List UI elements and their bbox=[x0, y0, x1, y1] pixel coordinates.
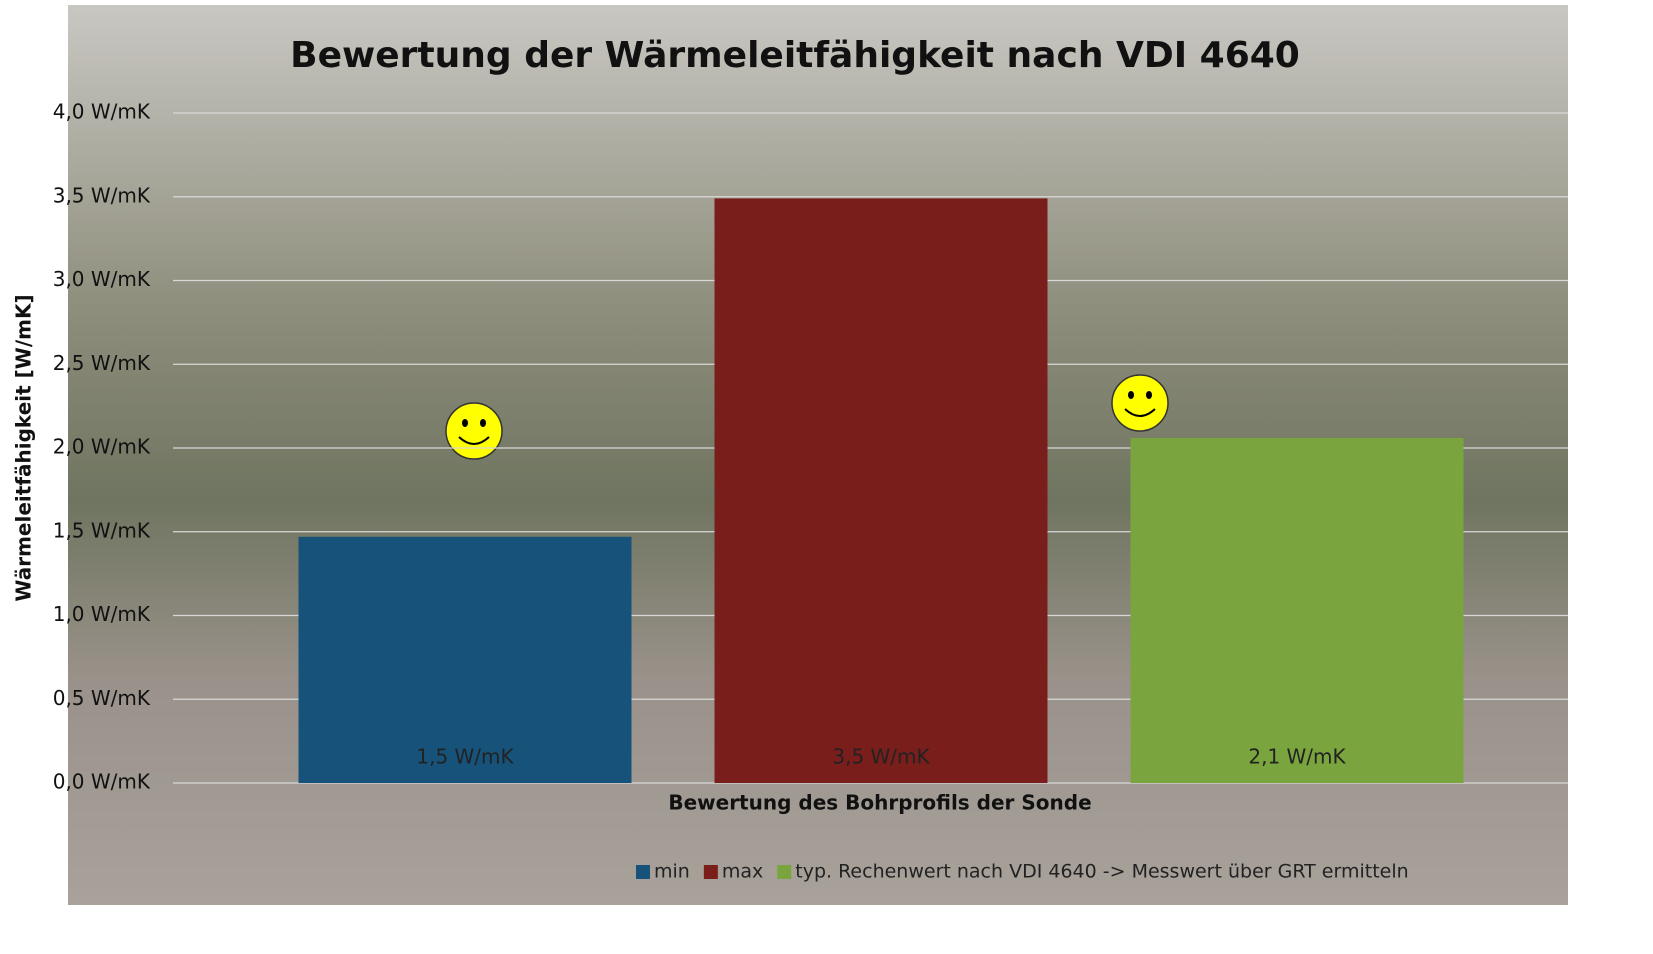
y-tick-label: 0,0 W/mK bbox=[53, 770, 151, 794]
value-label: 2,1 W/mK bbox=[1248, 745, 1346, 769]
legend-label: max bbox=[722, 861, 763, 883]
legend-swatch bbox=[703, 865, 718, 879]
y-tick-label: 3,0 W/mK bbox=[53, 267, 151, 291]
value-label: 1,5 W/mK bbox=[416, 745, 514, 769]
value-label: 3,5 W/mK bbox=[832, 745, 930, 769]
legend-swatch bbox=[636, 865, 650, 879]
bar bbox=[1130, 437, 1464, 783]
bar bbox=[298, 536, 632, 783]
y-tick-label: 0,5 W/mK bbox=[53, 686, 151, 710]
y-tick-label: 2,5 W/mK bbox=[53, 351, 151, 375]
y-tick-label: 4,0 W/mK bbox=[53, 100, 151, 124]
y-axis-title: Wärmeleitfähigkeit [W/mK] bbox=[12, 294, 36, 601]
y-tick-label: 1,5 W/mK bbox=[53, 518, 151, 542]
x-axis-title: Bewertung des Bohrprofils der Sonde bbox=[668, 791, 1091, 815]
legend-swatch bbox=[777, 865, 792, 879]
bar bbox=[714, 198, 1048, 784]
y-tick-label: 3,5 W/mK bbox=[53, 183, 151, 207]
y-tick-label: 2,0 W/mK bbox=[53, 435, 151, 459]
legend-label: min bbox=[654, 861, 690, 883]
y-tick-label: 1,0 W/mK bbox=[53, 602, 151, 626]
legend-label: typ. Rechenwert nach VDI 4640 -> Messwer… bbox=[795, 861, 1408, 883]
chart-title: Bewertung der Wärmeleitfähigkeit nach VD… bbox=[290, 35, 1300, 76]
